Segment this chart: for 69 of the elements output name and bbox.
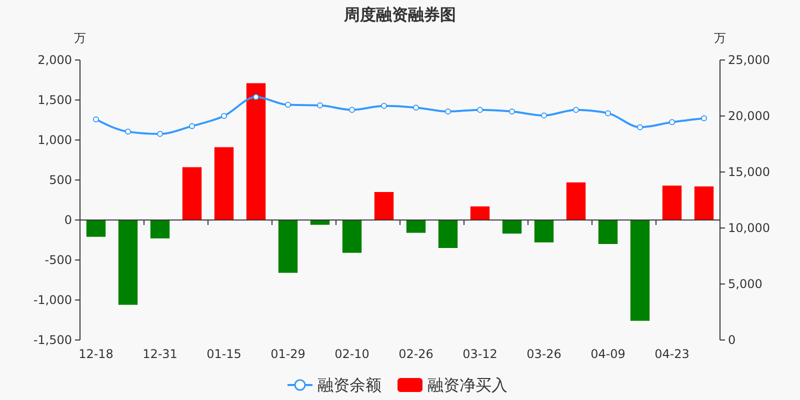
bar	[598, 220, 618, 244]
bar	[150, 220, 170, 238]
point	[125, 128, 131, 135]
point	[189, 123, 195, 130]
y-tick-label: 500	[49, 173, 72, 188]
point	[509, 108, 515, 115]
bar	[182, 167, 202, 220]
bar	[278, 220, 298, 273]
bar	[694, 186, 714, 220]
x-tick-label: 01-15	[206, 347, 242, 361]
point	[381, 102, 387, 109]
y-tick-label: -1,000	[33, 293, 72, 308]
bar	[438, 220, 458, 248]
x-tick-label: 03-26	[526, 347, 562, 361]
point	[317, 102, 323, 108]
x-tick-label: 03-12	[462, 347, 498, 361]
bar	[502, 220, 522, 234]
y-tick-label: 1,500	[38, 93, 72, 108]
x-tick-label: 04-09	[590, 347, 626, 361]
x-tick-label: 12-18	[78, 347, 114, 361]
bar	[118, 220, 138, 305]
bar	[246, 83, 266, 220]
x-tick-label: 04-23	[654, 347, 690, 361]
point	[445, 108, 451, 115]
bar	[406, 220, 426, 233]
y2-tick-label: 10,000	[728, 221, 770, 236]
point	[285, 102, 291, 108]
bar	[470, 206, 490, 220]
bar	[662, 186, 682, 220]
y2-tick-label: 0	[728, 333, 736, 348]
bar	[630, 220, 650, 321]
bar	[214, 147, 234, 220]
bar	[86, 220, 106, 237]
point	[573, 106, 579, 113]
legend-label: 融资余额	[318, 376, 382, 395]
point	[253, 94, 259, 100]
point	[605, 110, 611, 116]
bar	[534, 220, 554, 242]
point	[669, 119, 675, 126]
bar	[310, 220, 330, 225]
point	[541, 112, 547, 118]
point	[221, 113, 227, 119]
y2-tick-label: 25,000	[728, 53, 770, 68]
y2-axis-title: 万	[714, 31, 726, 45]
x-tick-label: 01-29	[270, 347, 306, 361]
y2-tick-label: 20,000	[728, 109, 770, 124]
y-tick-label: -500	[44, 253, 72, 268]
y-tick-label: 0	[64, 213, 72, 228]
bar	[374, 192, 394, 220]
point	[349, 106, 355, 113]
y-axis-title: 万	[74, 31, 86, 45]
point	[157, 130, 163, 137]
y-tick-label: -1,500	[33, 333, 72, 348]
legend-label: 融资净买入	[428, 376, 508, 395]
bar	[342, 220, 362, 253]
y-tick-label: 1,000	[38, 133, 72, 148]
point	[477, 106, 483, 113]
bar	[566, 182, 586, 220]
point	[701, 115, 707, 122]
point	[637, 124, 643, 130]
x-tick-label: 12-31	[142, 347, 178, 361]
x-tick-label: 02-26	[398, 347, 434, 361]
chart-title: 周度融资融券图	[343, 5, 456, 24]
point	[93, 116, 99, 122]
y2-tick-label: 5,000	[728, 277, 762, 292]
y-tick-label: 2,000	[38, 53, 72, 68]
point	[413, 104, 419, 111]
y2-tick-label: 15,000	[728, 165, 770, 180]
x-tick-label: 02-10	[334, 347, 370, 361]
